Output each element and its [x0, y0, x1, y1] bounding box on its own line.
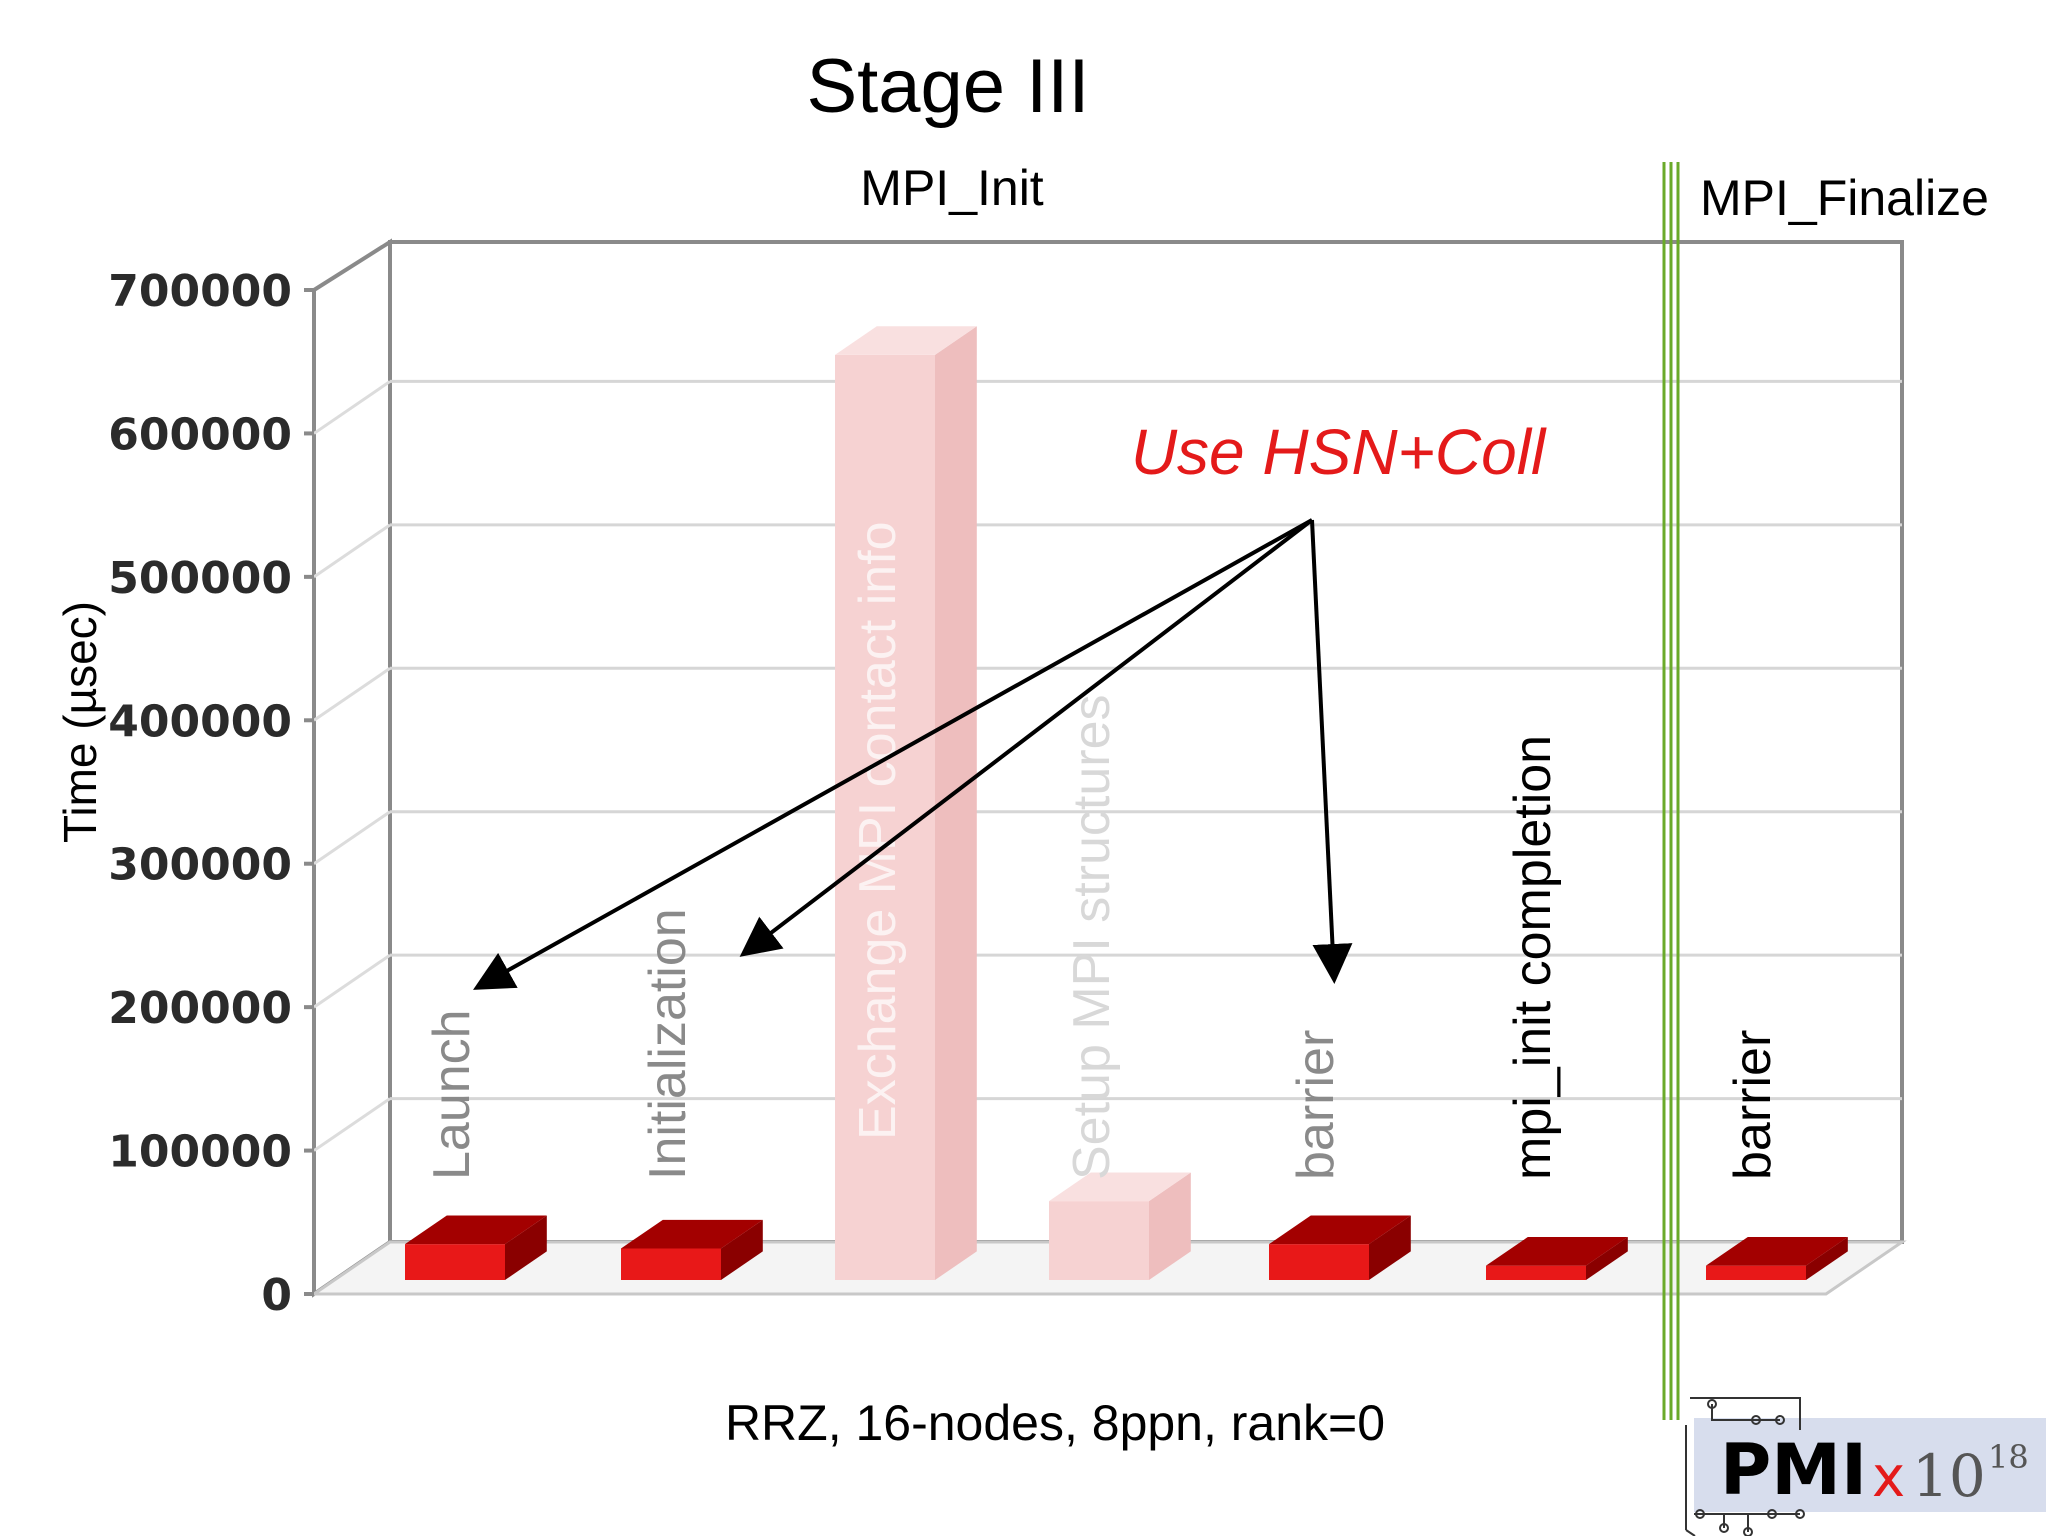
bar-front — [405, 1244, 505, 1280]
bar-front — [1486, 1265, 1586, 1280]
category-label-7: barrier — [1724, 1030, 1782, 1180]
bar-top — [1486, 1237, 1628, 1266]
left-wall — [312, 238, 392, 1298]
gridline-side — [313, 1097, 391, 1152]
y-tick-label: 300000 — [108, 840, 292, 891]
gridline-side — [313, 810, 391, 865]
bar-side — [1369, 1215, 1411, 1280]
category-label-1: Launch — [423, 1009, 481, 1180]
bar-side — [721, 1219, 763, 1280]
logo-text-x: x — [1872, 1445, 1905, 1510]
y-tick-label: 100000 — [108, 1127, 292, 1178]
back-wall — [388, 240, 1904, 1244]
y-tick-label: 500000 — [108, 553, 292, 604]
bar-side — [935, 326, 977, 1280]
category-label-3: Exchange MPI contact info — [849, 521, 907, 1140]
plot-frame — [309, 238, 1907, 1298]
chart-title: Stage III — [806, 44, 1089, 129]
bar-side — [1586, 1237, 1628, 1280]
bar-series — [405, 326, 1848, 1280]
annotation-arrow-2 — [739, 518, 1314, 957]
bar-front — [621, 1248, 721, 1280]
category-labels: Launch Initialization Exchange MPI contact… — [423, 521, 1782, 1180]
bar-top — [1269, 1215, 1411, 1245]
logo-text-exponent: 18 — [1988, 1438, 2029, 1476]
logo-background — [1694, 1418, 2046, 1512]
logo-text-pmi: PMI — [1720, 1429, 1867, 1511]
logo-text-base: 10 — [1912, 1442, 1986, 1510]
y-tick-label: 200000 — [108, 983, 292, 1034]
bar-4 — [1049, 1172, 1191, 1280]
bar-side — [505, 1215, 547, 1280]
chart-caption: RRZ, 16-nodes, 8ppn, rank=0 — [725, 1395, 1385, 1451]
section-label-mpi-init: MPI_Init — [860, 160, 1044, 216]
bar-front — [1269, 1244, 1369, 1280]
gridline-side — [313, 523, 391, 579]
y-axis-ticks: 0 100000 200000 300000 400000 500000 600000 700… — [108, 266, 314, 1321]
gridline-side — [313, 380, 391, 435]
bar-top — [835, 326, 977, 355]
category-label-2: Initialization — [639, 908, 697, 1180]
bar-6 — [1486, 1237, 1628, 1280]
bar-side — [1806, 1237, 1848, 1280]
section-divider — [1662, 162, 1680, 1420]
bar-front — [1049, 1201, 1149, 1280]
bar-1 — [405, 1215, 547, 1280]
y-tick-label: 600000 — [108, 409, 292, 460]
y-tick-label: 700000 — [108, 266, 292, 317]
pmix-logo: PMI x 10 18 — [1685, 1397, 2046, 1536]
category-label-5: barrier — [1287, 1030, 1345, 1180]
bar-top — [1049, 1172, 1191, 1202]
y-axis-label: Time (µsec) — [54, 601, 106, 843]
bar-3 — [835, 326, 977, 1280]
section-label-mpi-finalize: MPI_Finalize — [1700, 170, 1989, 226]
annotation-arrow-3 — [1310, 519, 1353, 984]
bar-5 — [1269, 1215, 1411, 1280]
bar-top — [1706, 1237, 1848, 1266]
category-label-4: Setup MPI structures — [1063, 694, 1121, 1180]
category-label-6: mpi_init completion — [1504, 735, 1562, 1180]
bar-side — [1149, 1172, 1191, 1280]
bar-2 — [621, 1219, 763, 1280]
gridlines — [313, 379, 1902, 1152]
bar-front — [835, 354, 935, 1280]
y-tick-label: 0 — [261, 1270, 292, 1321]
gridline-side — [313, 953, 391, 1009]
annotation-text: Use HSN+Coll — [1131, 416, 1547, 488]
bar-top — [405, 1215, 547, 1245]
annotation-arrows — [473, 518, 1353, 990]
bar-top — [621, 1219, 763, 1249]
gridline-side — [313, 667, 391, 722]
bar-7 — [1706, 1237, 1848, 1280]
circuit-icon — [1685, 1397, 1805, 1536]
bar-front — [1706, 1265, 1806, 1280]
annotation-arrow-1 — [473, 518, 1313, 990]
y-tick-label: 400000 — [108, 696, 292, 747]
